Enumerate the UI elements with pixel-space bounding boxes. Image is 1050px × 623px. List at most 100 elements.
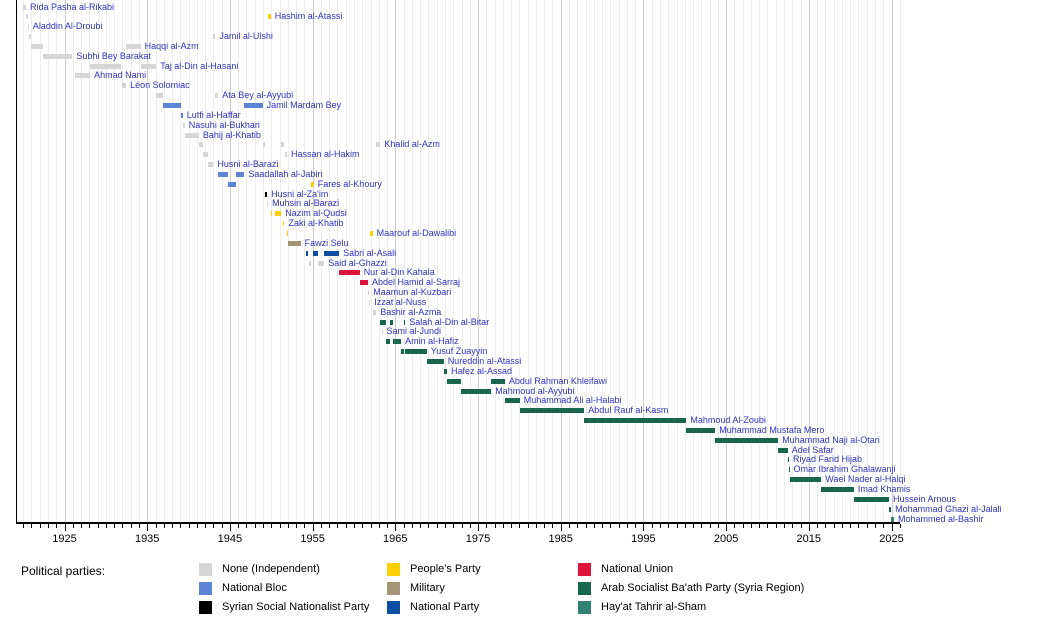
person-name-label[interactable]: Muhammad Mustafa Mero	[719, 424, 825, 435]
person-name-label[interactable]: Hashim al-Atassi	[274, 11, 343, 22]
person-name-label[interactable]: Riyad Farid Hijab	[793, 454, 863, 465]
gridline	[263, 0, 264, 522]
term-bar	[310, 181, 314, 187]
person-name-label[interactable]: Aladdin Al-Droubi	[32, 21, 103, 32]
gridline	[105, 0, 107, 522]
term-bar	[270, 211, 273, 217]
gridline	[502, 0, 504, 522]
person-name-label[interactable]: Haqqi al-Azm	[144, 40, 199, 51]
term-bar	[891, 516, 894, 522]
term-bar	[686, 427, 716, 433]
person-name-label[interactable]: Muhammad Ali al-Halabi	[523, 395, 622, 406]
axis-tick	[585, 524, 587, 528]
term-bar	[43, 53, 73, 59]
axis-tick	[229, 524, 231, 531]
person-name-label[interactable]: Imad Khamis	[857, 484, 911, 494]
person-name-label[interactable]: Zaki al-Khatib	[288, 218, 344, 229]
term-bar	[28, 34, 31, 39]
person-name-label[interactable]: Muhsin al-Barazi	[272, 198, 340, 209]
person-name-label[interactable]: Nazim al-Qudsi	[285, 208, 347, 219]
term-bar	[275, 211, 282, 217]
axis-tick	[841, 524, 843, 528]
axis-tick	[279, 524, 281, 528]
term-bar	[31, 43, 44, 49]
person-name-label[interactable]: Hussein Arnous	[893, 493, 957, 504]
person-name-label[interactable]: Adel Safar	[791, 444, 834, 455]
person-name-label[interactable]: Husni al-Barazi	[217, 159, 279, 169]
axis-year-label: 1995	[631, 533, 656, 545]
axis-tick	[511, 524, 513, 528]
person-name-label[interactable]: Said al-Ghazzi	[328, 257, 387, 268]
person-name-label[interactable]: Sami al-Jundi	[386, 326, 442, 337]
axis-tick	[643, 524, 645, 531]
person-name-label[interactable]: Rida Pasha al-Rikabi	[30, 1, 115, 12]
axis-tick	[659, 524, 661, 528]
person-name-label[interactable]: Maamun al-Kuzbari	[373, 287, 452, 297]
axis-tick	[345, 524, 347, 528]
term-bar	[265, 191, 268, 197]
person-name-label[interactable]: Wael Nader al-Halqi	[825, 474, 906, 485]
axis-tick	[866, 524, 868, 528]
gridline	[569, 0, 570, 522]
person-name-label[interactable]: Abdel Hamid al-Sarraj	[372, 277, 461, 288]
person-name-label[interactable]: Mahmoud Al-Zoubi	[690, 415, 766, 425]
term-bar	[401, 349, 404, 355]
person-name-label[interactable]: Fawzi Selu	[304, 237, 349, 248]
person-name-label[interactable]: Léon Solomiac	[130, 80, 190, 91]
person-name-label[interactable]: Hassan al-Hakim	[291, 149, 360, 160]
gridline	[585, 0, 587, 522]
gridline	[229, 0, 231, 522]
term-bar	[372, 309, 377, 315]
person-name-label[interactable]: Jamil Mardam Bey	[266, 100, 342, 110]
person-name-label[interactable]: Sabri al-Asali	[343, 247, 397, 258]
person-name-label[interactable]: Nur al-Din Kahala	[363, 267, 435, 278]
person-name-label[interactable]: Bahij al-Khatib	[202, 129, 261, 140]
term-bar	[447, 378, 462, 384]
person-name-label[interactable]: Nureddin al-Atassi	[447, 356, 522, 366]
person-name-label[interactable]: Jamil al-Ulshi	[219, 31, 273, 41]
term-bar	[182, 122, 185, 128]
person-name-label[interactable]: Ata Bey al-Ayyubi	[222, 90, 294, 101]
person-name-label[interactable]: Abdul Rahman Khleifawi	[508, 375, 607, 386]
person-name-label[interactable]: Yusuf Zuayyin	[430, 346, 488, 357]
person-name-label[interactable]: Fares al-Khoury	[317, 178, 382, 189]
term-bar	[284, 152, 287, 158]
gridline	[205, 0, 207, 522]
axis-tick	[444, 524, 446, 528]
person-name-label[interactable]: Abdul Rauf al-Kasm	[588, 405, 669, 416]
person-name-label[interactable]: Omar Ibrahim Ghalawanji	[793, 464, 896, 475]
person-name-label[interactable]: Bashir al-Azma	[380, 306, 442, 317]
gridline	[469, 0, 471, 522]
person-name-label[interactable]: Salah al-Din al-Bitar	[409, 316, 490, 327]
person-name-label[interactable]: Hafez al-Assad	[451, 365, 513, 376]
term-bar	[262, 142, 266, 148]
axis-tick	[891, 524, 893, 531]
person-name-label[interactable]: Nasuhi al-Bukhari	[188, 119, 260, 130]
person-name-label[interactable]: Ahmad Nami	[94, 70, 147, 81]
gridline	[395, 0, 397, 522]
person-name-label[interactable]: Khalid al-Azm	[384, 139, 440, 150]
person-name-label[interactable]: Mahmoud al-Ayyubi	[495, 385, 575, 396]
person-name-label[interactable]: Amin al-Hafiz	[405, 336, 459, 347]
axis-tick	[221, 524, 223, 528]
person-name-label[interactable]: Mohammed al-Bashir	[898, 513, 984, 524]
axis-tick	[72, 524, 74, 528]
person-name-label[interactable]: Lutfi al-Haffar	[186, 109, 241, 120]
person-name-label[interactable]: Muhammad Naji al-Otari	[782, 434, 880, 445]
person-name-label[interactable]: Husni al-Za'im	[271, 188, 329, 199]
person-name-label[interactable]: Subhi Bey Barakat	[76, 50, 151, 61]
axis-tick	[800, 524, 802, 528]
person-name-label[interactable]: Mohammad Ghazi al-Jalali	[895, 503, 1002, 514]
axis-tick	[602, 524, 603, 528]
person-name-label[interactable]: Izzat al-Nuss	[374, 296, 427, 307]
gridline	[64, 0, 66, 522]
gridline	[511, 0, 513, 522]
axis-tick	[304, 524, 306, 528]
person-name-label[interactable]: Saadallah al-Jabiri	[248, 168, 323, 179]
person-name-label[interactable]: Maarouf al-Dawalibi	[376, 228, 457, 238]
legend-label: Arab Socialist Ba'ath Party (Syria Regio…	[601, 582, 805, 594]
term-bar	[228, 181, 237, 187]
gridline	[659, 0, 661, 522]
person-name-label[interactable]: Taj al-Din al-Hasani	[160, 60, 239, 71]
